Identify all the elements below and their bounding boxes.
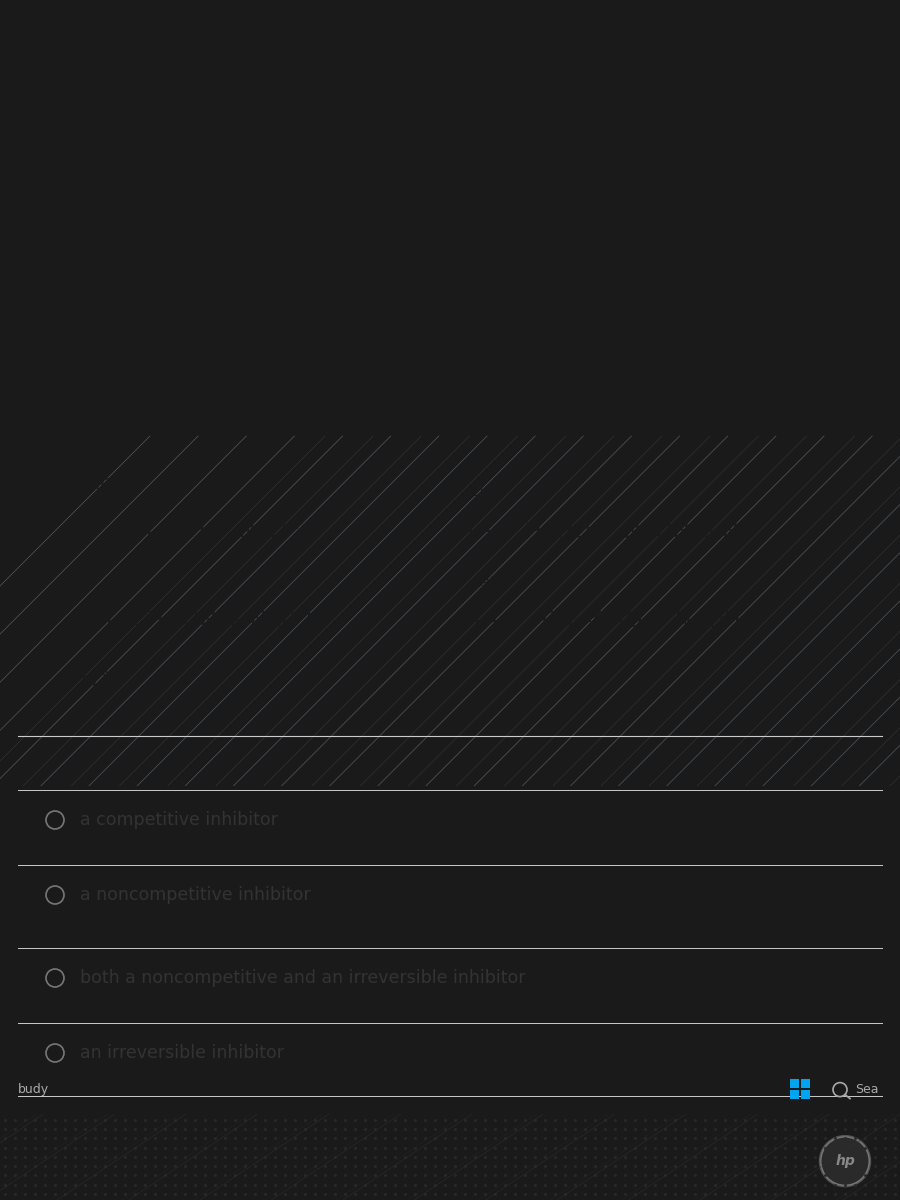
Text: hp: hp [835,1154,855,1168]
Text: HCHO + NADH + H$^+$: HCHO + NADH + H$^+$ [524,520,755,542]
Bar [790,1079,799,1087]
Text: Methanol and ethanol bind to the same active site on the enzyme: Methanol and ethanol bind to the same ac… [22,36,689,55]
Text: toxic effects. In this scenario, what type of inhibitor is ethanol with: toxic effects. In this scenario, what ty… [22,328,696,347]
Text: an irreversible inhibitor: an irreversible inhibitor [80,1044,284,1062]
Text: CH$_3$-OH + NAD$^+$: CH$_3$-OH + NAD$^+$ [120,517,303,545]
Text: CH$_3$-CHO + NADH +: CH$_3$-CHO + NADH + [541,610,766,632]
Text: alcohol dehydrogenase (ADH) to undergo oxidation, as shown in: alcohol dehydrogenase (ADH) to undergo o… [22,109,672,128]
Text: budy: budy [18,1084,50,1096]
Text: the equations below. In methanol poisoning, ethanol is given: the equations below. In methanol poisoni… [22,182,637,200]
Text: methanol?: methanol? [22,474,129,493]
Text: Sea: Sea [855,1084,878,1096]
Bar [801,1079,810,1087]
Text: ADH: ADH [481,575,511,589]
Text: both a noncompetitive and an irreversible inhibitor: both a noncompetitive and an irreversibl… [80,970,526,986]
Text: ADH: ADH [464,485,494,499]
Text: regard to alcohol dehydrogenase catalyzing the oxidation of: regard to alcohol dehydrogenase catalyzi… [22,401,630,420]
Bar [801,1090,810,1099]
Circle shape [819,1135,871,1187]
Bar [790,1090,799,1099]
Text: a competitive inhibitor: a competitive inhibitor [80,811,278,829]
Text: a noncompetitive inhibitor: a noncompetitive inhibitor [80,886,310,904]
Circle shape [821,1136,869,1186]
Text: H$^+$: H$^+$ [80,670,113,692]
Text: intravenously to prevent the formation of formaldehyde that has: intravenously to prevent the formation o… [22,254,677,274]
Text: CH$_3$-CH$_2$-OH + NAD$^+$: CH$_3$-CH$_2$-OH + NAD$^+$ [80,607,315,635]
